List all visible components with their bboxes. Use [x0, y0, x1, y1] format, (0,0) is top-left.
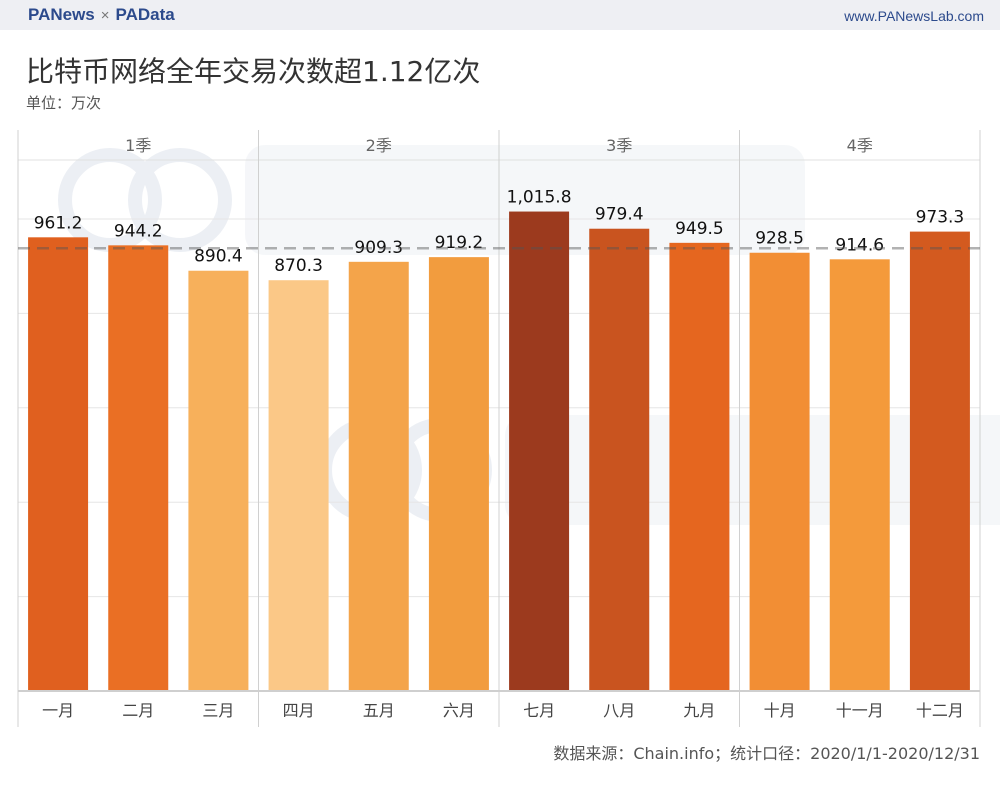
data-label: 909.3: [354, 238, 403, 258]
bar: [428, 257, 489, 691]
data-label: 870.3: [274, 256, 323, 276]
unit-label: 单位：万次: [26, 94, 102, 112]
chart-title: 比特币网络全年交易次数超1.12亿次: [26, 55, 481, 88]
bar: [669, 242, 730, 691]
bar: [108, 245, 169, 692]
quarter-label: 3季: [606, 136, 632, 155]
category-label: 十二月: [916, 701, 964, 720]
quarter-label: 4季: [847, 136, 873, 155]
data-label: 973.3: [916, 208, 965, 228]
bar: [589, 228, 650, 691]
data-label: 919.2: [435, 233, 484, 253]
data-label: 928.5: [755, 229, 804, 249]
bar: [188, 270, 249, 691]
data-label: 1,015.8: [507, 188, 572, 208]
data-label: 944.2: [114, 221, 163, 241]
watermark-ring: [58, 148, 162, 252]
category-label: 八月: [603, 701, 635, 720]
bar: [348, 261, 409, 691]
brand-logo: PANews × PAData: [28, 5, 175, 25]
category-label: 六月: [443, 701, 475, 720]
data-label: 979.4: [595, 205, 644, 225]
watermark-logo: [58, 145, 805, 255]
category-label: 二月: [122, 701, 154, 720]
category-label: 一月: [42, 701, 74, 720]
category-label: 五月: [363, 701, 395, 720]
site-url: www.PANewsLab.com: [844, 8, 984, 24]
quarter-label: 1季: [125, 136, 151, 155]
bar: [28, 237, 89, 691]
bar: [268, 280, 329, 691]
data-label: 961.2: [34, 213, 83, 233]
bar: [829, 259, 890, 691]
panews-logo: PANews: [28, 5, 95, 24]
data-label: 890.4: [194, 247, 243, 267]
category-label: 十一月: [836, 701, 884, 720]
top-bar: PANews × PAData www.PANewsLab.com: [0, 0, 1000, 30]
bar: [909, 231, 970, 691]
bar: [509, 211, 570, 691]
data-label: 914.6: [835, 235, 884, 255]
category-label: 九月: [683, 701, 715, 720]
watermark-wordmark: [245, 145, 805, 255]
data-label: 949.5: [675, 219, 724, 239]
category-label: 三月: [202, 701, 234, 720]
category-label: 七月: [523, 701, 555, 720]
source-note: 数据来源：Chain.info；统计口径：2020/1/1-2020/12/31: [553, 744, 980, 763]
category-label: 十月: [764, 701, 796, 720]
watermark-logo: [318, 415, 1000, 525]
separator: ×: [100, 7, 110, 24]
bar: [749, 252, 810, 692]
quarter-label: 2季: [366, 136, 392, 155]
padata-logo: PAData: [115, 5, 175, 24]
category-label: 四月: [283, 701, 315, 720]
watermark-ring: [128, 148, 232, 252]
